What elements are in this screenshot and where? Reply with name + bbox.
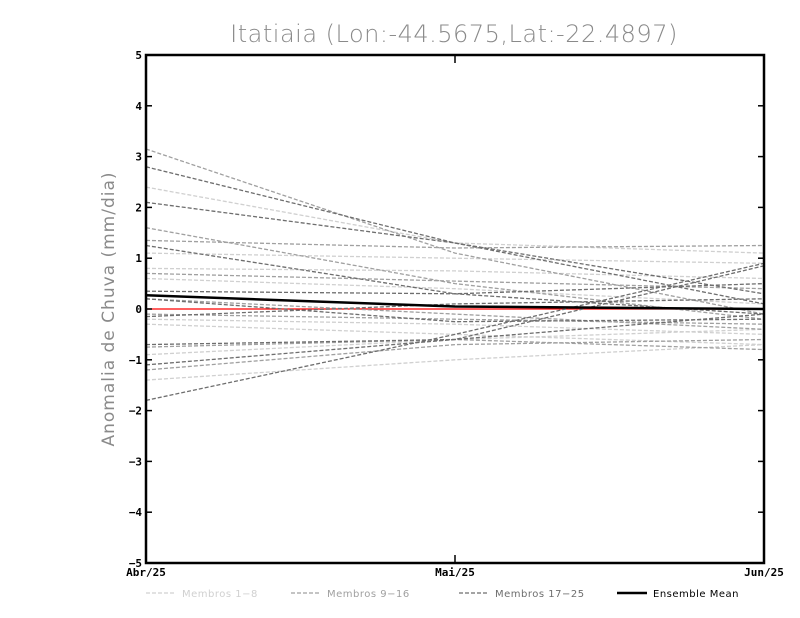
series-line-group2-3 [145, 272, 765, 290]
series-line-group2-4 [145, 313, 765, 325]
y-tick-label: 0 [135, 303, 142, 316]
y-tick-label: −1 [129, 354, 143, 367]
ensemble-mean-line [145, 294, 765, 311]
y-tick-label: 4 [135, 100, 142, 113]
series-line-group3-9 [145, 298, 765, 323]
series-line-group3-4 [145, 282, 765, 295]
y-tick-label: −4 [129, 506, 143, 519]
legend-label: Membros 1−8 [182, 589, 258, 600]
x-tick-label: Jun/25 [744, 566, 784, 579]
legend: Membros 1−8 Membros 9−16 Membros 17−25 Ense… [146, 589, 739, 600]
legend-label: Membros 9−16 [327, 589, 410, 600]
series-line-group3-5 [145, 298, 765, 318]
series-line-group3-7 [145, 265, 765, 366]
series-line-group2-6 [145, 227, 765, 320]
y-tick-label: −2 [129, 405, 142, 418]
plot-area: −5 −4 −3 −2 −1 0 1 2 3 4 5 Abr/25 Mai/25 Jun/25 [126, 49, 784, 579]
y-tick-label: 1 [135, 252, 142, 265]
series-line-group2-2 [145, 239, 765, 249]
y-tick-label: −5 [129, 557, 142, 570]
series-line-group2-8 [145, 298, 765, 330]
chart-title: Itatiaia (Lon:-44.5675,Lat:-22.4897) [230, 20, 678, 48]
series-line-group3-2 [145, 201, 765, 295]
y-tick-label: 5 [135, 49, 142, 62]
x-tick-label: Abr/25 [126, 566, 166, 579]
y-tick-label: −3 [129, 455, 142, 468]
series-line-group1-2 [145, 267, 765, 280]
series-line-group1-3 [145, 318, 765, 336]
series-line-group3-6 [145, 262, 765, 402]
series-line-group1-7 [145, 252, 765, 264]
legend-label: Membros 17−25 [495, 589, 585, 600]
series-line-group2-1 [145, 148, 765, 315]
series-line-group2-5 [145, 338, 765, 371]
legend-label: Ensemble Mean [653, 589, 739, 600]
series-line-group3-1 [145, 166, 765, 305]
series-line-group1-5 [145, 277, 765, 305]
y-tick-label: 3 [135, 151, 142, 164]
x-tick-label: Mai/25 [435, 566, 475, 579]
series-line-group3-8 [145, 313, 765, 346]
y-axis-label: Anomalia de Chuva (mm/dia) [99, 171, 119, 446]
series-line-group1-4 [145, 343, 765, 381]
y-tick-label: 2 [135, 201, 142, 214]
